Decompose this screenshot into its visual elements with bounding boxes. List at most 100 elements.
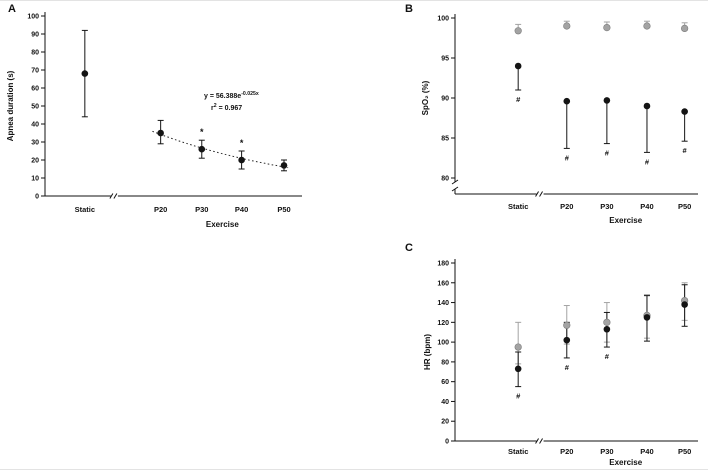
- y-tick-label: 160: [437, 280, 449, 287]
- x-category-label: P20: [560, 202, 573, 211]
- panel-c: C 0 20 40 60 80 100 120 140 160 180 HR (bpm) Static…: [400, 236, 708, 469]
- data-point: [563, 22, 571, 30]
- y-tick-label: 60: [441, 379, 449, 386]
- significance-star: *: [240, 138, 244, 148]
- data-point: [643, 22, 651, 30]
- panel-c-label: C: [405, 242, 413, 254]
- y-tick-label: 20: [441, 419, 449, 426]
- data-point: [603, 318, 611, 326]
- x-category-label: Static: [508, 202, 528, 211]
- y-tick-label: 100: [27, 14, 39, 21]
- y-tick-label: 70: [31, 68, 39, 75]
- data-point: [681, 24, 689, 33]
- panel-b: B 80 85 90 95 100 SpO₂ (%) Static P20 P30 P40 P50 E…: [400, 1, 708, 236]
- data-point: [563, 321, 571, 329]
- data-point: [514, 27, 522, 35]
- data-point: [643, 314, 651, 321]
- y-tick-label: 40: [31, 122, 39, 129]
- hr-chart: 0 20 40 60 80 100 120 140 160 180 HR (bpm) Static P2…: [423, 259, 698, 467]
- data-point: [157, 129, 164, 137]
- panel-a: A 0 10 20 30 40 50 60 70 80 90 100 Apnea duration (…: [0, 1, 380, 236]
- x-axis-break-gap: [536, 191, 544, 197]
- y-tick-label: 40: [441, 399, 449, 406]
- y-axis-title: Apnea duration (s): [6, 70, 15, 141]
- data-point: [198, 145, 206, 153]
- data-point: [238, 156, 245, 164]
- x-group-label: Exercise: [609, 216, 642, 225]
- x-category-label: P30: [195, 205, 208, 214]
- spo2-chart: 80 85 90 95 100 SpO₂ (%) Static P20 P30 P40 P50 Exe…: [421, 14, 698, 225]
- r-squared: r2 = 0.967: [211, 103, 242, 112]
- significance-hash: #: [645, 157, 650, 166]
- x-category-label: P20: [154, 205, 167, 214]
- data-point: [643, 102, 651, 110]
- y-tick-label: 30: [31, 140, 39, 147]
- x-category-label: Static: [75, 205, 95, 214]
- significance-hash: #: [683, 146, 688, 155]
- significance-hash: #: [605, 149, 610, 158]
- trend-line: [152, 130, 289, 169]
- y-axis-break-mark: [451, 186, 459, 192]
- panel-a-label: A: [8, 3, 16, 15]
- y-tick-label: 120: [437, 320, 449, 327]
- x-axis-break-mark: [539, 438, 543, 444]
- y-tick-label: 80: [441, 359, 449, 366]
- significance-star: *: [200, 127, 204, 137]
- x-group-label: Exercise: [206, 220, 239, 229]
- y-axis-break-mark: [451, 179, 459, 185]
- data-point: [563, 97, 571, 105]
- apnea-duration-chart: 0 10 20 30 40 50 60 70 80 90 100 Apnea duration (s)…: [6, 12, 302, 229]
- data-point: [81, 70, 89, 77]
- panel-b-label: B: [405, 3, 413, 15]
- x-category-label: P50: [678, 202, 691, 211]
- x-axis-break-mark: [535, 191, 539, 197]
- data-point: [603, 325, 611, 333]
- y-tick-label: 100: [437, 16, 449, 23]
- data-point: [514, 365, 522, 373]
- y-tick-label: 95: [441, 56, 449, 63]
- y-tick-label: 80: [31, 50, 39, 57]
- x-category-label: Static: [508, 447, 528, 456]
- y-tick-label: 10: [31, 176, 39, 183]
- x-category-label: P30: [600, 447, 613, 456]
- significance-hash: #: [565, 153, 570, 162]
- y-tick-label: 85: [441, 136, 449, 143]
- x-axis-break-mark: [535, 438, 539, 444]
- y-tick-label: 140: [437, 300, 449, 307]
- data-point: [280, 162, 288, 169]
- x-axis-break-mark: [113, 193, 118, 199]
- x-axis-break-gap: [110, 193, 118, 199]
- y-tick-label: 60: [31, 86, 39, 93]
- y-axis-title: SpO₂ (%): [421, 80, 430, 115]
- x-axis-break-mark: [539, 191, 543, 197]
- y-tick-label: 80: [441, 176, 449, 183]
- data-point: [681, 301, 688, 308]
- y-tick-label: 20: [31, 158, 39, 165]
- data-point: [514, 62, 522, 70]
- x-category-label: P30: [600, 202, 613, 211]
- data-point: [563, 336, 571, 344]
- y-tick-label: 180: [437, 261, 449, 268]
- x-category-label: P50: [277, 205, 290, 214]
- y-tick-label: 50: [31, 104, 39, 111]
- y-tick-label: 90: [441, 96, 449, 103]
- x-group-label: Exercise: [609, 458, 642, 467]
- significance-hash: #: [516, 95, 521, 104]
- significance-hash: #: [565, 363, 570, 372]
- x-category-label: P20: [560, 447, 573, 456]
- data-point: [514, 343, 522, 351]
- x-axis-break-gap: [536, 438, 544, 444]
- x-category-label: P40: [640, 447, 653, 456]
- x-category-label: P40: [235, 205, 248, 214]
- x-category-label: P50: [678, 447, 691, 456]
- x-category-label: P40: [640, 202, 653, 211]
- y-tick-label: 0: [35, 194, 39, 201]
- data-point: [603, 24, 611, 32]
- y-tick-label: 0: [445, 439, 449, 446]
- y-tick-label: 100: [437, 340, 449, 347]
- significance-hash: #: [605, 352, 610, 361]
- data-point: [681, 108, 688, 115]
- trend-equation: y = 56.388e-0.025x: [204, 91, 259, 100]
- data-point: [603, 97, 611, 104]
